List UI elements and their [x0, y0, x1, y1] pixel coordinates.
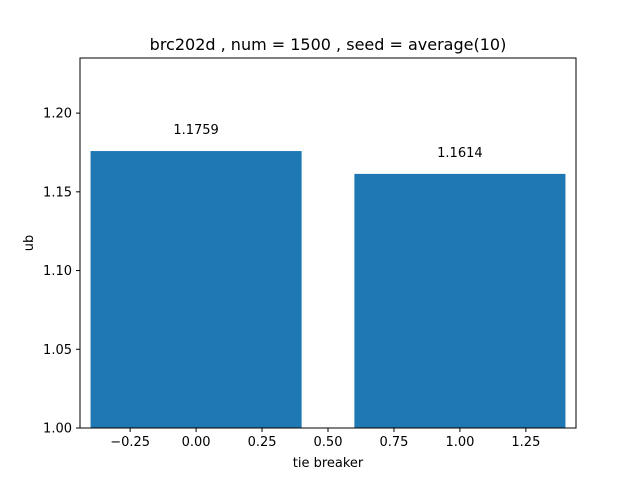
y-tick-label: 1.00: [43, 422, 72, 437]
y-tick-label: 1.15: [43, 185, 72, 200]
x-tick-label: 1.00: [445, 435, 474, 450]
bar-0: [90, 151, 302, 428]
chart-title: brc202d , num = 1500 , seed = average(10…: [150, 35, 507, 54]
x-tick-label: 0.75: [379, 435, 408, 450]
x-tick-label: 0.25: [248, 435, 277, 450]
y-axis-ticks: 1.00 1.05 1.10 1.15 1.20: [43, 107, 80, 437]
x-tick-label: 0.50: [314, 435, 343, 450]
x-axis-ticks: −0.25 0.00 0.25 0.50 0.75 1.00 1.25: [110, 428, 540, 450]
x-tick-label: 0.00: [182, 435, 211, 450]
bars-group: [90, 151, 566, 428]
x-tick-label: −0.25: [110, 435, 150, 450]
y-tick-label: 1.10: [43, 264, 72, 279]
y-axis-label: ub: [22, 235, 37, 252]
bar-1: [354, 173, 566, 428]
x-axis-label: tie breaker: [293, 456, 364, 471]
data-label-0: 1.1759: [173, 123, 219, 138]
y-tick-label: 1.20: [43, 107, 72, 122]
data-labels-group: 1.1759 1.1614: [173, 123, 482, 161]
data-label-1: 1.1614: [437, 146, 483, 161]
y-tick-label: 1.05: [43, 343, 72, 358]
x-tick-label: 1.25: [511, 435, 540, 450]
